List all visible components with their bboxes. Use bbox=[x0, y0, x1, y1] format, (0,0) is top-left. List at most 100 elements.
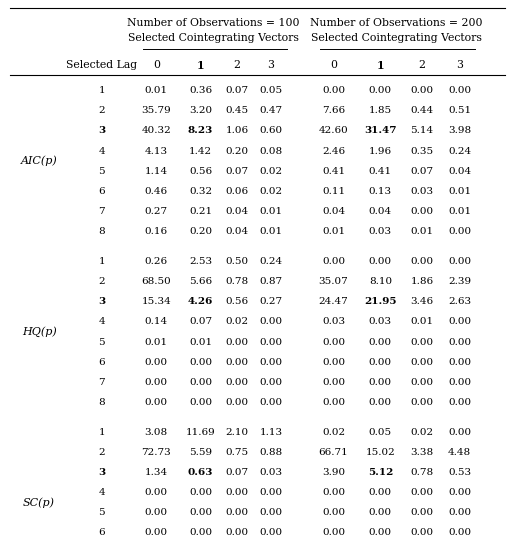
Text: 0.00: 0.00 bbox=[145, 488, 168, 497]
Text: 0.41: 0.41 bbox=[322, 167, 345, 176]
Text: 2.39: 2.39 bbox=[448, 277, 471, 286]
Text: 0.00: 0.00 bbox=[411, 508, 433, 517]
Text: 0.00: 0.00 bbox=[369, 529, 392, 537]
Text: 0.07: 0.07 bbox=[226, 86, 249, 95]
Text: 0.24: 0.24 bbox=[448, 147, 471, 155]
Text: 2.53: 2.53 bbox=[189, 257, 212, 266]
Text: Selected Cointegrating Vectors: Selected Cointegrating Vectors bbox=[311, 33, 482, 43]
Text: 0.04: 0.04 bbox=[322, 207, 345, 216]
Text: 2: 2 bbox=[98, 277, 105, 286]
Text: 2: 2 bbox=[98, 448, 105, 457]
Text: 8.23: 8.23 bbox=[188, 126, 213, 136]
Text: 0.00: 0.00 bbox=[448, 317, 471, 326]
Text: 5.66: 5.66 bbox=[189, 277, 212, 286]
Text: 0.20: 0.20 bbox=[189, 227, 212, 236]
Text: 15.34: 15.34 bbox=[141, 297, 171, 306]
Text: 40.32: 40.32 bbox=[141, 126, 171, 136]
Text: 0.00: 0.00 bbox=[411, 207, 433, 216]
Text: 0.00: 0.00 bbox=[448, 86, 471, 95]
Text: 0.04: 0.04 bbox=[226, 207, 249, 216]
Text: 4.26: 4.26 bbox=[188, 297, 213, 306]
Text: 0.00: 0.00 bbox=[259, 508, 282, 517]
Text: 0.00: 0.00 bbox=[369, 398, 392, 407]
Text: 0.21: 0.21 bbox=[189, 207, 212, 216]
Text: 0.01: 0.01 bbox=[448, 207, 471, 216]
Text: 0.78: 0.78 bbox=[226, 277, 249, 286]
Text: 0.14: 0.14 bbox=[145, 317, 168, 326]
Text: 0.53: 0.53 bbox=[448, 468, 471, 477]
Text: 11.69: 11.69 bbox=[185, 428, 216, 437]
Text: 0.60: 0.60 bbox=[259, 126, 282, 136]
Text: 4: 4 bbox=[98, 317, 105, 326]
Text: 0.00: 0.00 bbox=[411, 398, 433, 407]
Text: 0.00: 0.00 bbox=[189, 529, 212, 537]
Text: 0.46: 0.46 bbox=[145, 187, 168, 196]
Text: 0.03: 0.03 bbox=[259, 468, 282, 477]
Text: 31.47: 31.47 bbox=[364, 126, 396, 136]
Text: 1.85: 1.85 bbox=[369, 107, 392, 115]
Text: 0.00: 0.00 bbox=[259, 529, 282, 537]
Text: Number of Observations = 200: Number of Observations = 200 bbox=[310, 18, 483, 28]
Text: 0.44: 0.44 bbox=[411, 107, 433, 115]
Text: 3: 3 bbox=[98, 468, 105, 477]
Text: 0.00: 0.00 bbox=[322, 529, 345, 537]
Text: 42.60: 42.60 bbox=[318, 126, 349, 136]
Text: 0.47: 0.47 bbox=[259, 107, 282, 115]
Text: 0.20: 0.20 bbox=[226, 147, 249, 155]
Text: 1.06: 1.06 bbox=[226, 126, 249, 136]
Text: 0.13: 0.13 bbox=[369, 187, 392, 196]
Text: 0.00: 0.00 bbox=[259, 357, 282, 367]
Text: 21.95: 21.95 bbox=[364, 297, 396, 306]
Text: 35.79: 35.79 bbox=[141, 107, 171, 115]
Text: 0.00: 0.00 bbox=[448, 488, 471, 497]
Text: 0.00: 0.00 bbox=[145, 508, 168, 517]
Text: 3.20: 3.20 bbox=[189, 107, 212, 115]
Text: 0.00: 0.00 bbox=[259, 378, 282, 387]
Text: 0.00: 0.00 bbox=[448, 529, 471, 537]
Text: 0.02: 0.02 bbox=[411, 428, 433, 437]
Text: 0.07: 0.07 bbox=[411, 167, 433, 176]
Text: 0.00: 0.00 bbox=[411, 488, 433, 497]
Text: 35.07: 35.07 bbox=[318, 277, 349, 286]
Text: 0.41: 0.41 bbox=[369, 167, 392, 176]
Text: 8: 8 bbox=[98, 398, 105, 407]
Text: 0.00: 0.00 bbox=[411, 257, 433, 266]
Text: 1.13: 1.13 bbox=[259, 428, 282, 437]
Text: 3: 3 bbox=[98, 297, 105, 306]
Text: 2.46: 2.46 bbox=[322, 147, 345, 155]
Text: 0.00: 0.00 bbox=[145, 357, 168, 367]
Text: 0.00: 0.00 bbox=[226, 398, 249, 407]
Text: 0.05: 0.05 bbox=[259, 86, 282, 95]
Text: 2: 2 bbox=[233, 60, 241, 70]
Text: 3.90: 3.90 bbox=[322, 468, 345, 477]
Text: 0.00: 0.00 bbox=[448, 227, 471, 236]
Text: 0.00: 0.00 bbox=[369, 338, 392, 346]
Text: 0.00: 0.00 bbox=[189, 357, 212, 367]
Text: 0.07: 0.07 bbox=[189, 317, 212, 326]
Text: 0.00: 0.00 bbox=[448, 428, 471, 437]
Text: 1.96: 1.96 bbox=[369, 147, 392, 155]
Text: 1.86: 1.86 bbox=[411, 277, 433, 286]
Text: 0.00: 0.00 bbox=[369, 357, 392, 367]
Text: 0.00: 0.00 bbox=[448, 338, 471, 346]
Text: 0.01: 0.01 bbox=[259, 227, 282, 236]
Text: 0.02: 0.02 bbox=[226, 317, 249, 326]
Text: 0.05: 0.05 bbox=[369, 428, 392, 437]
Text: 4.13: 4.13 bbox=[145, 147, 168, 155]
Text: 0.27: 0.27 bbox=[259, 297, 282, 306]
Text: 3.38: 3.38 bbox=[411, 448, 433, 457]
Text: 0.00: 0.00 bbox=[322, 378, 345, 387]
Text: 0.02: 0.02 bbox=[259, 167, 282, 176]
Text: 0.50: 0.50 bbox=[226, 257, 249, 266]
Text: 5: 5 bbox=[98, 167, 105, 176]
Text: 0.00: 0.00 bbox=[411, 338, 433, 346]
Text: 0.07: 0.07 bbox=[226, 468, 249, 477]
Text: 15.02: 15.02 bbox=[365, 448, 395, 457]
Text: 0.00: 0.00 bbox=[369, 378, 392, 387]
Text: 0.26: 0.26 bbox=[145, 257, 168, 266]
Text: 0.00: 0.00 bbox=[411, 378, 433, 387]
Text: 0.16: 0.16 bbox=[145, 227, 168, 236]
Text: 0.00: 0.00 bbox=[189, 398, 212, 407]
Text: 0.01: 0.01 bbox=[411, 227, 433, 236]
Text: 0.04: 0.04 bbox=[448, 167, 471, 176]
